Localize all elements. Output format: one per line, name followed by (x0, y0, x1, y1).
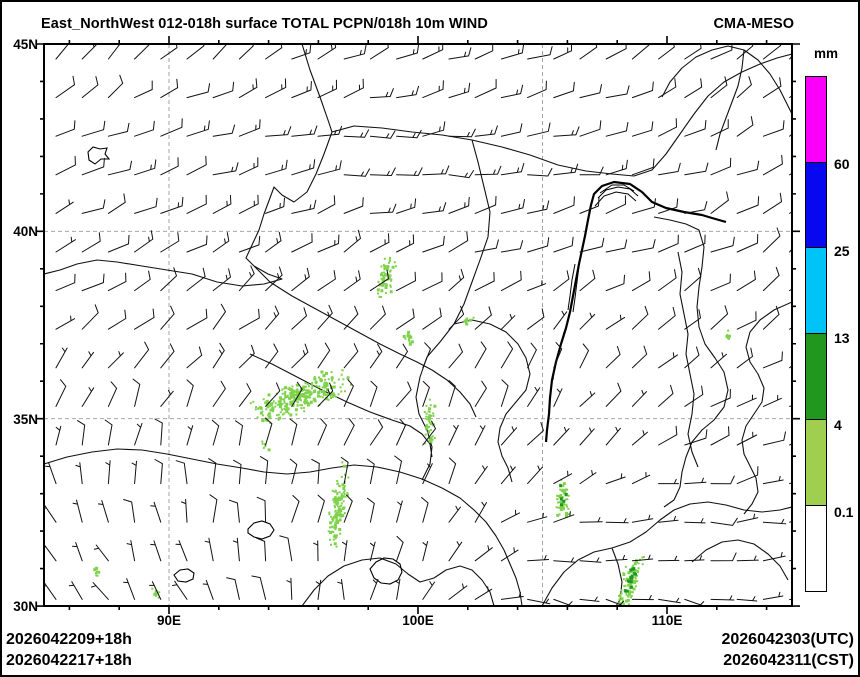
colorbar-unit-label: mm (813, 46, 838, 61)
colorbar-tick-label-4: 4 (834, 417, 842, 433)
province-boundaries (45, 45, 791, 605)
figure-title: East_NorthWest 012-018h surface TOTAL PC… (41, 16, 488, 32)
lat-label-35N: 35N (13, 411, 38, 427)
map-frame (43, 43, 793, 607)
precip-dark-dots (559, 484, 637, 593)
precip-layer (93, 256, 731, 605)
colorbar-segment-3 (805, 333, 827, 421)
colorbar (805, 75, 827, 592)
valid-time-block: 2026042303(UTC) 2026042311(CST) (721, 629, 854, 671)
init-time-block: 2026042209+18h 2026042217+18h (6, 629, 132, 671)
colorbar-tick-label-25: 25 (834, 243, 850, 259)
river-braids (552, 184, 639, 381)
lat-label-40N: 40N (13, 224, 38, 240)
wind-barbs (45, 45, 791, 605)
gridlines-layer (44, 44, 792, 606)
axis-ticks (36, 36, 800, 614)
map-boundaries-layer (45, 45, 791, 605)
colorbar-segment-2 (805, 247, 827, 335)
colorbar-segment-4 (805, 419, 827, 507)
colorbar-segment-1 (805, 161, 827, 249)
colorbar-segment-5 (805, 504, 827, 592)
lat-label-45N: 45N (13, 37, 38, 52)
valid-time-utc: 2026042303(UTC) (721, 631, 854, 648)
init-time-cst: 2026042217+18h (6, 652, 132, 669)
wind-barbs-layer (45, 45, 791, 605)
lon-label-110E: 110E (651, 613, 683, 628)
init-time-utc: 2026042209+18h (6, 631, 132, 648)
valid-time-cst: 2026042311(CST) (723, 652, 854, 669)
colorbar-tick-label-0.1: 0.1 (834, 504, 854, 520)
lon-label-90E: 90E (156, 613, 182, 628)
colorbar-tick-label-13: 13 (834, 330, 850, 346)
lat-label-30N: 30N (13, 599, 38, 615)
lon-label-100E: 100E (402, 613, 434, 628)
model-name-label: CMA-MESO (713, 16, 794, 32)
colorbar-segment-0 (805, 75, 827, 163)
colorbar-tick-label-60: 60 (834, 156, 850, 172)
precip-light-dots (93, 256, 731, 605)
lake-outlines (87, 146, 403, 585)
